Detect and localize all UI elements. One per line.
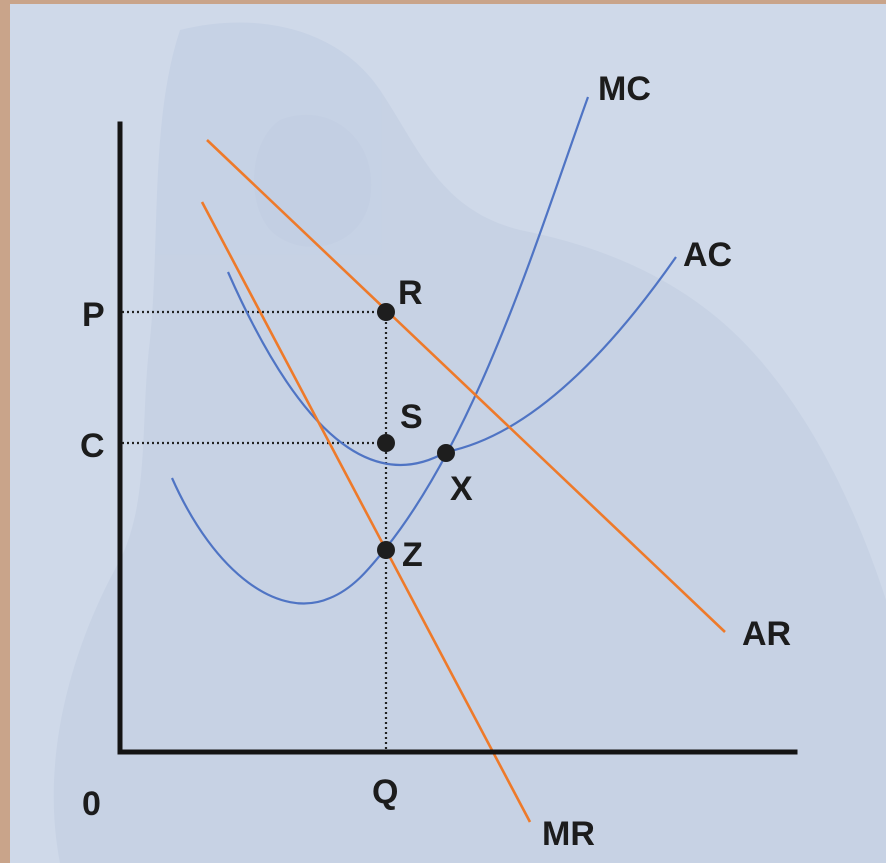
point-z	[377, 541, 395, 559]
point-label-x: X	[450, 470, 473, 508]
ar-curve	[206, 139, 726, 633]
point-label-z: Z	[402, 536, 423, 574]
point-label-r: R	[398, 274, 423, 312]
diagram-panel	[10, 4, 886, 863]
ac-label: AC	[683, 236, 732, 274]
point-r	[377, 303, 395, 321]
quantity-label: Q	[372, 773, 398, 811]
point-label-s: S	[400, 398, 423, 436]
mr-curve	[200, 201, 532, 823]
price-label-p: P	[82, 296, 105, 334]
price-label-c: C	[80, 427, 105, 465]
mc-label: MC	[598, 70, 651, 108]
origin-label: 0	[82, 785, 101, 823]
mr-label: MR	[542, 815, 595, 853]
point-x	[437, 444, 455, 462]
point-s	[377, 434, 395, 452]
ar-label: AR	[742, 615, 791, 653]
